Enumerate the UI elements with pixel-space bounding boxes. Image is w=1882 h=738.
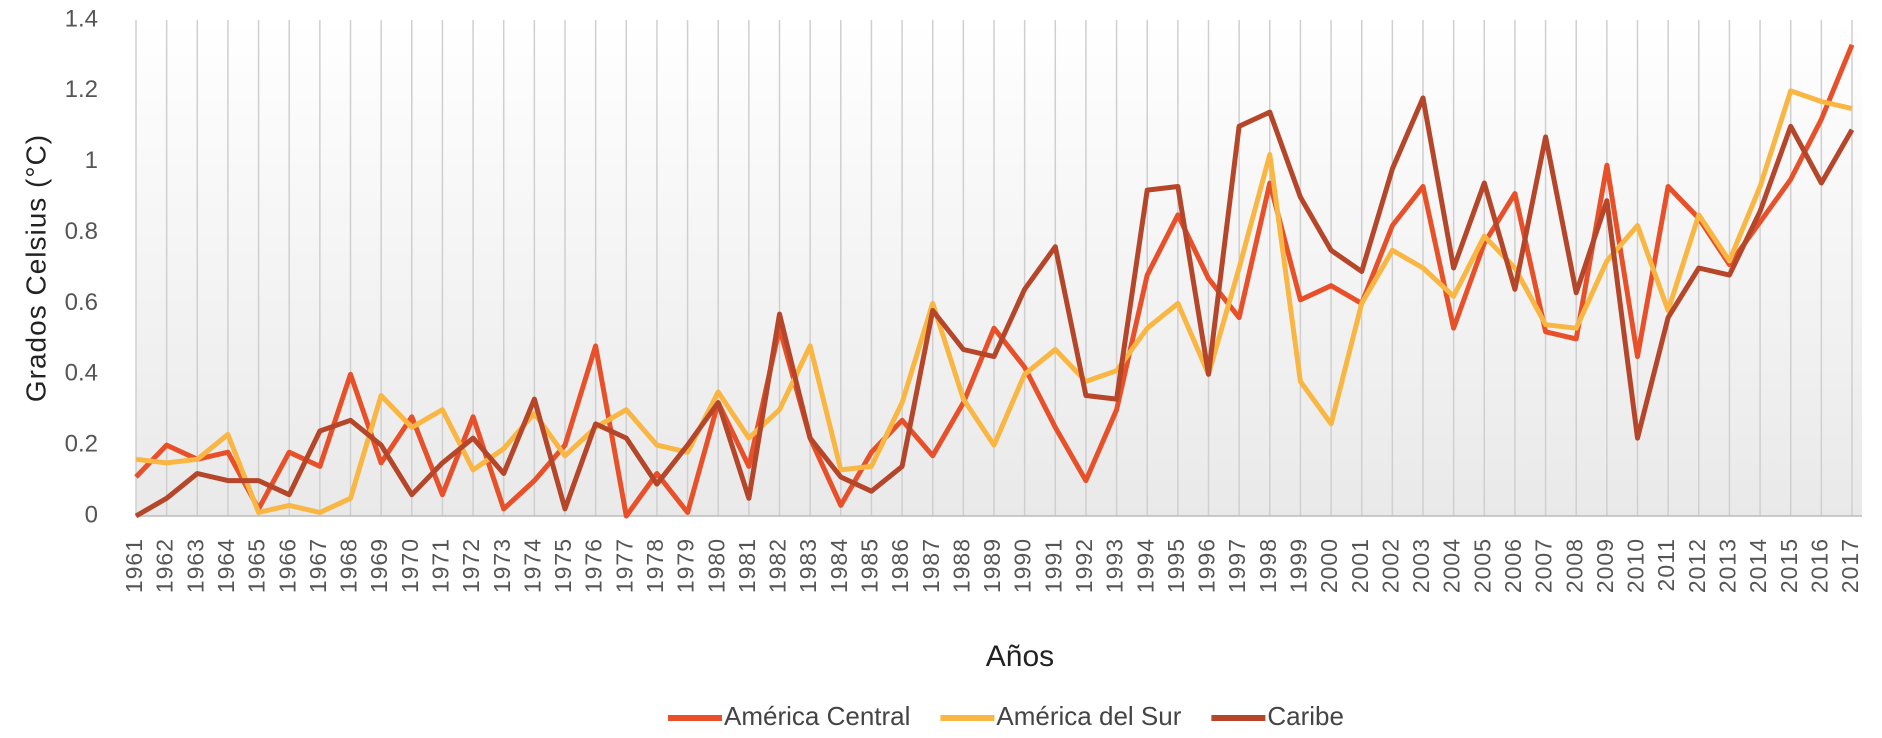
x-tick-label: 1966 (274, 538, 300, 593)
x-tick-label: 1971 (428, 538, 454, 593)
x-tick-label: 1989 (979, 538, 1005, 593)
x-tick-label: 2017 (1837, 538, 1863, 593)
x-axis-title: Años (986, 640, 1054, 673)
x-tick-label: 2011 (1653, 538, 1679, 591)
x-tick-label: 1981 (734, 538, 760, 593)
x-tick-label: 1969 (366, 538, 392, 593)
x-tick-label: 1972 (458, 538, 484, 593)
x-tick-label: 1983 (795, 538, 821, 593)
series-line (134, 43, 1855, 519)
x-tick-label: 2014 (1745, 538, 1771, 593)
x-tick-label: 1987 (918, 538, 944, 593)
x-tick-label: 1964 (213, 538, 239, 593)
x-tick-label: 1963 (182, 538, 208, 593)
y-tick-label: 0.6 (65, 289, 98, 316)
x-tick-label: 1992 (1071, 538, 1097, 593)
x-tick-label: 1975 (550, 538, 576, 593)
x-tick-label: 1997 (1224, 538, 1250, 593)
x-tick-label: 1996 (1194, 538, 1220, 593)
x-tick-label: 1986 (887, 538, 913, 593)
legend-label: América del Sur (996, 701, 1181, 731)
y-tick-label: 0 (85, 501, 98, 528)
legend-label: América Central (724, 701, 910, 731)
x-tick-label: 1974 (519, 538, 545, 593)
x-tick-label: 2004 (1439, 538, 1465, 593)
y-tick-label: 0.4 (65, 360, 98, 387)
x-tick-label: 2005 (1469, 538, 1495, 593)
x-tick-label: 1967 (305, 538, 331, 593)
x-tick-label: 1998 (1255, 538, 1281, 593)
x-tick-label: 1961 (121, 538, 147, 593)
x-tick-label: 1970 (397, 538, 423, 593)
x-tick-label: 2013 (1715, 538, 1741, 593)
x-tick-label: 2009 (1592, 538, 1618, 593)
x-tick-label: 1988 (948, 538, 974, 593)
x-tick-label: 1995 (1163, 538, 1189, 593)
legend-label: Caribe (1267, 701, 1344, 731)
y-axis-title: Grados Celsius (°C) (20, 134, 51, 402)
x-tick-label: 1973 (489, 538, 515, 593)
x-tick-label: 2016 (1806, 538, 1832, 593)
x-tick-label: 2006 (1500, 538, 1526, 593)
x-tick-label: 2008 (1561, 538, 1587, 593)
x-tick-label: 1978 (642, 538, 668, 593)
x-tick-label: 1984 (826, 538, 852, 593)
x-tick-label: 2007 (1531, 538, 1557, 593)
x-tick-label: 2010 (1623, 538, 1649, 593)
x-tick-label: 2003 (1408, 538, 1434, 593)
x-tick-label: 2015 (1776, 538, 1802, 593)
x-tick-label: 2001 (1347, 538, 1373, 593)
series-line (134, 95, 1855, 519)
x-tick-label: 1965 (244, 538, 270, 593)
x-tick-label: 1962 (152, 538, 178, 593)
x-tick-label: 2000 (1316, 538, 1342, 593)
x-tick-label: 2002 (1377, 538, 1403, 593)
x-tick-label: 1993 (1102, 538, 1128, 593)
x-tick-label: 1979 (673, 538, 699, 593)
x-tick-label: 1994 (1132, 538, 1158, 593)
x-tick-label: 1990 (1010, 538, 1036, 593)
x-tick-label: 1980 (703, 538, 729, 593)
y-tick-label: 1.2 (65, 76, 98, 103)
x-tick-label: 1982 (765, 538, 791, 593)
y-tick-label: 1.4 (65, 5, 98, 32)
x-tick-label: 1985 (857, 538, 883, 593)
x-tick-label: 2012 (1684, 538, 1710, 593)
x-tick-label: 1968 (336, 538, 362, 593)
x-tick-label: 1977 (611, 538, 637, 593)
y-tick-label: 0.2 (65, 430, 98, 457)
x-tick-label: 1999 (1286, 538, 1312, 593)
series-line (135, 88, 1853, 515)
x-tick-label: 1991 (1040, 538, 1066, 593)
x-tick-label: 1976 (581, 538, 607, 593)
y-tick-label: 0.8 (65, 218, 98, 245)
y-tick-label: 1 (85, 147, 98, 174)
